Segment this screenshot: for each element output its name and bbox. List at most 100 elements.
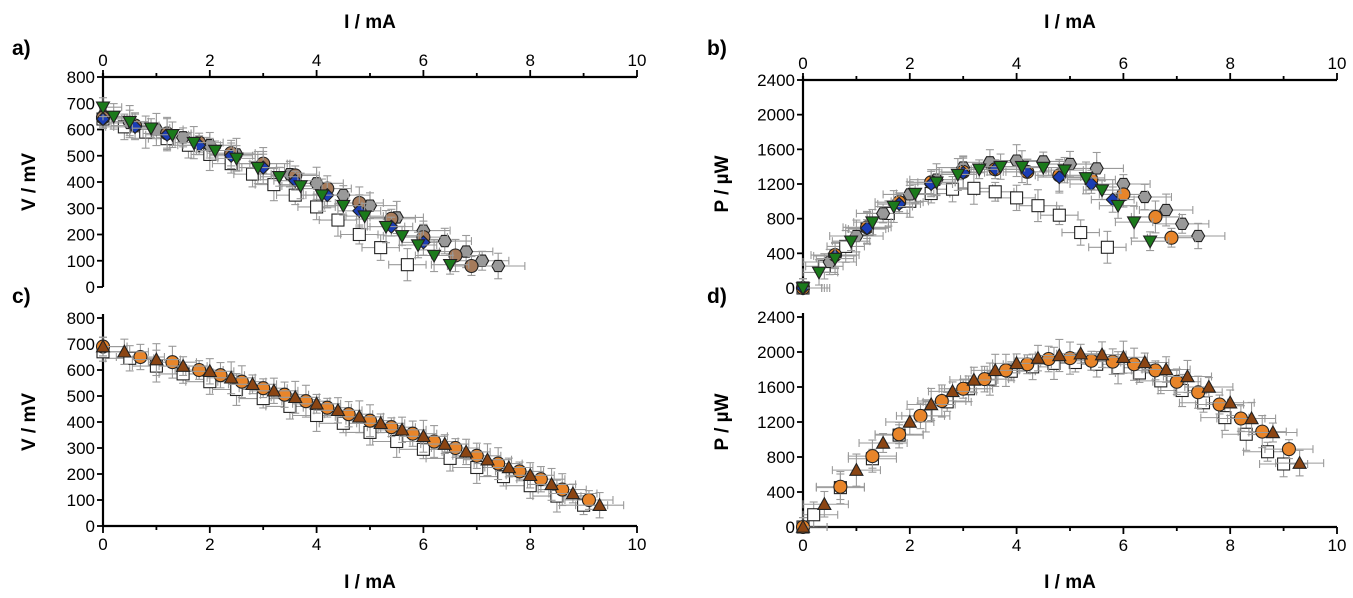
y-tick-label: 500	[67, 147, 95, 166]
data-point	[309, 396, 325, 410]
data-point	[352, 227, 366, 242]
data-point	[1281, 442, 1296, 457]
data-point	[1031, 199, 1045, 213]
data-point	[864, 216, 880, 230]
data-point	[394, 230, 410, 244]
x-tick-label: 8	[525, 535, 534, 554]
y-tick-label: 1200	[757, 413, 795, 432]
data-point	[116, 344, 132, 358]
y-tick-label: 700	[67, 335, 95, 354]
y-tick-label: 800	[67, 309, 95, 328]
data-point	[437, 436, 453, 450]
data-point	[1014, 160, 1030, 175]
y-tick-label: 300	[67, 199, 95, 218]
data-point	[592, 497, 608, 511]
y-axis-title: P / µW	[712, 155, 733, 212]
data-point	[374, 241, 388, 255]
data-point	[351, 409, 367, 423]
data-point	[1212, 397, 1227, 412]
data-point	[967, 181, 981, 195]
data-point	[245, 167, 260, 181]
data-point	[287, 389, 303, 404]
x-tick-label: 4	[1012, 536, 1021, 555]
data-point	[1094, 346, 1110, 361]
data-point	[1137, 354, 1153, 369]
data-point	[929, 176, 944, 190]
data-point	[165, 355, 180, 370]
data-point	[945, 383, 960, 398]
data-point	[827, 252, 843, 267]
y-tick-label: 800	[767, 448, 795, 467]
x-tick-label: 10	[628, 535, 647, 554]
data-point	[1110, 199, 1126, 214]
data-point	[843, 235, 859, 249]
series-triangle-up	[95, 336, 625, 519]
y-tick-label: 600	[67, 361, 95, 380]
data-point	[807, 508, 821, 522]
x-tick-label: 4	[312, 535, 321, 554]
data-point	[988, 185, 1002, 199]
data-point	[271, 171, 287, 185]
data-point	[373, 415, 389, 430]
data-point	[581, 492, 596, 508]
data-point	[993, 160, 1009, 175]
y-tick-label: 400	[67, 413, 95, 432]
data-point	[1191, 229, 1206, 243]
data-point	[795, 282, 811, 296]
panel-label: b)	[707, 37, 727, 60]
x-tick-label: 6	[419, 51, 428, 70]
data-point	[902, 414, 918, 428]
data-point	[330, 402, 346, 417]
data-point	[266, 383, 282, 397]
series-triangle-down	[795, 150, 1170, 296]
x-tick-label: 8	[1225, 536, 1234, 555]
data-point	[977, 372, 992, 387]
data-point	[971, 163, 987, 177]
x-tick-label: 10	[628, 51, 647, 70]
x-tick-label: 2	[905, 54, 914, 73]
y-tick-label: 600	[67, 121, 95, 140]
data-point	[175, 358, 191, 372]
x-tick-label: 6	[1119, 54, 1128, 73]
data-point	[394, 422, 410, 436]
data-point	[913, 408, 928, 423]
x-tick-label: 2	[205, 51, 214, 70]
x-tick-label: 8	[525, 51, 534, 70]
data-point	[865, 449, 880, 464]
data-point	[148, 351, 164, 366]
panel-d: d) 0 400 800 1200 1600 2000 2400 0 2 4 6 8 10 I / mA P …	[707, 285, 1346, 593]
data-point	[1158, 361, 1174, 376]
data-point	[1180, 368, 1195, 383]
data-point	[1148, 209, 1163, 224]
data-point	[565, 485, 581, 500]
data-point	[458, 444, 474, 458]
data-point	[122, 115, 138, 130]
data-point	[1094, 184, 1110, 198]
y-tick-label: 200	[67, 226, 95, 245]
y-tick-label: 1600	[757, 378, 795, 397]
y-tick-label: 1600	[757, 140, 795, 159]
data-point	[848, 462, 864, 476]
y-tick-label: 2000	[757, 343, 795, 362]
data-point	[544, 476, 559, 491]
data-point	[886, 200, 902, 215]
data-point	[133, 349, 148, 365]
y-tick-label: 800	[767, 210, 795, 229]
data-point	[1244, 410, 1259, 425]
data-point	[1222, 395, 1238, 409]
x-tick-label: 0	[798, 54, 807, 73]
y-tick-label: 100	[67, 252, 95, 271]
data-point	[1010, 191, 1024, 205]
data-point	[415, 428, 431, 443]
data-point	[250, 161, 266, 176]
data-point	[480, 452, 495, 466]
data-point	[164, 129, 180, 143]
data-point	[357, 210, 373, 224]
y-tick-label: 400	[67, 173, 95, 192]
data-point	[95, 338, 111, 353]
data-point	[1073, 346, 1089, 360]
x-tick-label: 4	[1012, 54, 1021, 73]
data-point	[1115, 349, 1131, 364]
data-point	[987, 362, 1003, 377]
